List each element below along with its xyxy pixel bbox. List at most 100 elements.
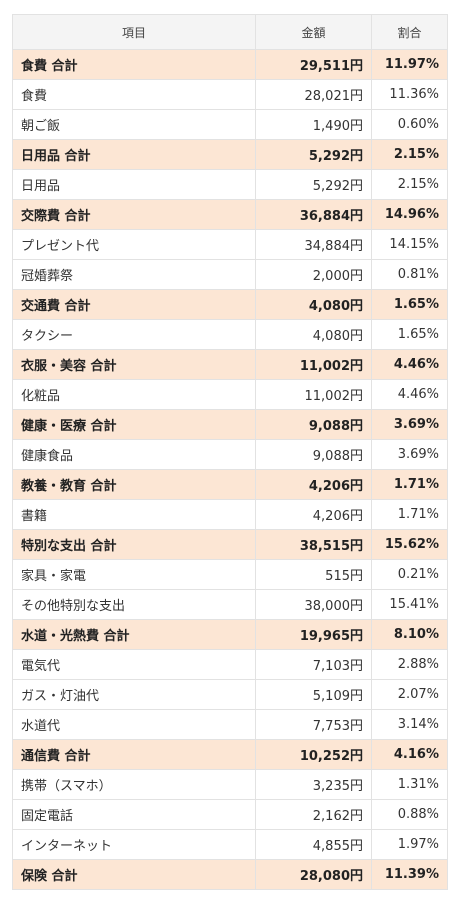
row-name: 食費 <box>12 79 256 110</box>
row-name: その他特別な支出 <box>12 589 256 620</box>
row-ratio: 15.41% <box>371 589 448 620</box>
row-name: 水道・光熱費 合計 <box>12 619 256 650</box>
row-ratio: 2.15% <box>371 139 448 170</box>
row-name: 通信費 合計 <box>12 739 256 770</box>
row-ratio: 3.14% <box>371 709 448 740</box>
row-name: 化粧品 <box>12 379 256 410</box>
table-row: 健康食品 9,088円 3.69% <box>12 439 448 470</box>
row-amount: 11,002円 <box>255 379 372 410</box>
expense-table-container: 項目 金額 割合 食費 合計 29,511円 11.97% 食費 28,021円 11.3… <box>12 14 448 890</box>
row-amount: 10,252円 <box>255 739 372 770</box>
row-amount: 2,162円 <box>255 799 372 830</box>
row-amount: 4,855円 <box>255 829 372 860</box>
row-name: ガス・灯油代 <box>12 679 256 710</box>
row-name: 書籍 <box>12 499 256 530</box>
row-amount: 28,080円 <box>255 859 372 890</box>
row-ratio: 1.65% <box>371 289 448 320</box>
row-name: 特別な支出 合計 <box>12 529 256 560</box>
table-row: 電気代 7,103円 2.88% <box>12 649 448 680</box>
category-total-row: 健康・医療 合計 9,088円 3.69% <box>12 409 448 440</box>
row-ratio: 1.31% <box>371 769 448 800</box>
row-ratio: 3.69% <box>371 439 448 470</box>
row-ratio: 14.15% <box>371 229 448 260</box>
row-amount: 4,206円 <box>255 469 372 500</box>
table-row: 家具・家電 515円 0.21% <box>12 559 448 590</box>
row-amount: 5,292円 <box>255 169 372 200</box>
row-amount: 38,515円 <box>255 529 372 560</box>
table-row: その他特別な支出 38,000円 15.41% <box>12 589 448 620</box>
header-amount: 金額 <box>255 14 372 50</box>
row-amount: 34,884円 <box>255 229 372 260</box>
row-name: 健康食品 <box>12 439 256 470</box>
row-ratio: 4.46% <box>371 349 448 380</box>
row-name: 朝ご飯 <box>12 109 256 140</box>
table-header: 項目 金額 割合 <box>12 14 448 50</box>
table-row: インターネット 4,855円 1.97% <box>12 829 448 860</box>
row-amount: 4,080円 <box>255 319 372 350</box>
row-name: タクシー <box>12 319 256 350</box>
category-total-row: 衣服・美容 合計 11,002円 4.46% <box>12 349 448 380</box>
row-amount: 4,206円 <box>255 499 372 530</box>
table-row: タクシー 4,080円 1.65% <box>12 319 448 350</box>
row-amount: 19,965円 <box>255 619 372 650</box>
row-name: 健康・医療 合計 <box>12 409 256 440</box>
header-ratio: 割合 <box>371 14 448 50</box>
row-ratio: 0.88% <box>371 799 448 830</box>
row-amount: 1,490円 <box>255 109 372 140</box>
row-ratio: 15.62% <box>371 529 448 560</box>
table-row: 書籍 4,206円 1.71% <box>12 499 448 530</box>
table-row: 携帯（スマホ） 3,235円 1.31% <box>12 769 448 800</box>
row-ratio: 3.69% <box>371 409 448 440</box>
row-ratio: 0.81% <box>371 259 448 290</box>
row-name: 衣服・美容 合計 <box>12 349 256 380</box>
category-total-row: 特別な支出 合計 38,515円 15.62% <box>12 529 448 560</box>
row-amount: 515円 <box>255 559 372 590</box>
row-amount: 7,103円 <box>255 649 372 680</box>
table-row: 食費 28,021円 11.36% <box>12 79 448 110</box>
row-name: 固定電話 <box>12 799 256 830</box>
table-row: 化粧品 11,002円 4.46% <box>12 379 448 410</box>
category-total-row: 食費 合計 29,511円 11.97% <box>12 49 448 80</box>
row-amount: 3,235円 <box>255 769 372 800</box>
row-name: 日用品 合計 <box>12 139 256 170</box>
row-ratio: 1.65% <box>371 319 448 350</box>
row-name: 交通費 合計 <box>12 289 256 320</box>
row-amount: 5,109円 <box>255 679 372 710</box>
row-ratio: 11.39% <box>371 859 448 890</box>
row-amount: 2,000円 <box>255 259 372 290</box>
category-total-row: 水道・光熱費 合計 19,965円 8.10% <box>12 619 448 650</box>
row-name: 食費 合計 <box>12 49 256 80</box>
category-total-row: 交際費 合計 36,884円 14.96% <box>12 199 448 230</box>
row-ratio: 4.16% <box>371 739 448 770</box>
table-row: 水道代 7,753円 3.14% <box>12 709 448 740</box>
row-ratio: 1.71% <box>371 499 448 530</box>
row-ratio: 1.71% <box>371 469 448 500</box>
row-ratio: 1.97% <box>371 829 448 860</box>
row-name: 家具・家電 <box>12 559 256 590</box>
category-total-row: 通信費 合計 10,252円 4.16% <box>12 739 448 770</box>
row-name: 冠婚葬祭 <box>12 259 256 290</box>
row-ratio: 0.60% <box>371 109 448 140</box>
row-name: 日用品 <box>12 169 256 200</box>
row-ratio: 2.07% <box>371 679 448 710</box>
row-name: 携帯（スマホ） <box>12 769 256 800</box>
row-amount: 36,884円 <box>255 199 372 230</box>
category-total-row: 保険 合計 28,080円 11.39% <box>12 859 448 890</box>
row-name: プレゼント代 <box>12 229 256 260</box>
row-ratio: 2.88% <box>371 649 448 680</box>
expense-table: 項目 金額 割合 食費 合計 29,511円 11.97% 食費 28,021円 11.3… <box>12 14 448 890</box>
row-amount: 5,292円 <box>255 139 372 170</box>
row-amount: 9,088円 <box>255 409 372 440</box>
table-row: 朝ご飯 1,490円 0.60% <box>12 109 448 140</box>
row-amount: 4,080円 <box>255 289 372 320</box>
row-ratio: 11.36% <box>371 79 448 110</box>
table-row: プレゼント代 34,884円 14.15% <box>12 229 448 260</box>
row-name: インターネット <box>12 829 256 860</box>
header-item: 項目 <box>12 14 256 50</box>
row-name: 水道代 <box>12 709 256 740</box>
table-row: ガス・灯油代 5,109円 2.07% <box>12 679 448 710</box>
row-amount: 38,000円 <box>255 589 372 620</box>
row-amount: 29,511円 <box>255 49 372 80</box>
category-total-row: 交通費 合計 4,080円 1.65% <box>12 289 448 320</box>
table-row: 日用品 5,292円 2.15% <box>12 169 448 200</box>
